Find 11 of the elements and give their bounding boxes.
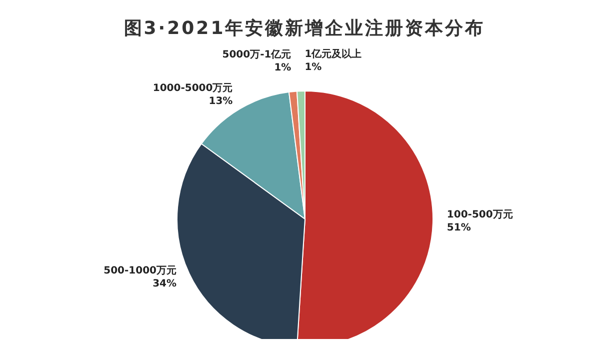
data-label: 13% <box>208 96 233 107</box>
data-label: 34% <box>152 278 177 290</box>
slice-label: 1亿元及以上 <box>304 48 362 60</box>
slice-label: 100-500万元 <box>446 208 513 220</box>
slice-label: 5000万-1亿元 <box>222 48 292 61</box>
chart-title: 图3·2021年安徽新增企业注册资本分布 <box>122 17 486 41</box>
data-label: 1% <box>304 62 322 74</box>
slice-label: 1000-5000万元 <box>152 82 233 94</box>
data-label: 1% <box>274 62 292 74</box>
data-label: 51% <box>446 222 471 234</box>
slice-label: 500-1000万元 <box>104 264 177 276</box>
